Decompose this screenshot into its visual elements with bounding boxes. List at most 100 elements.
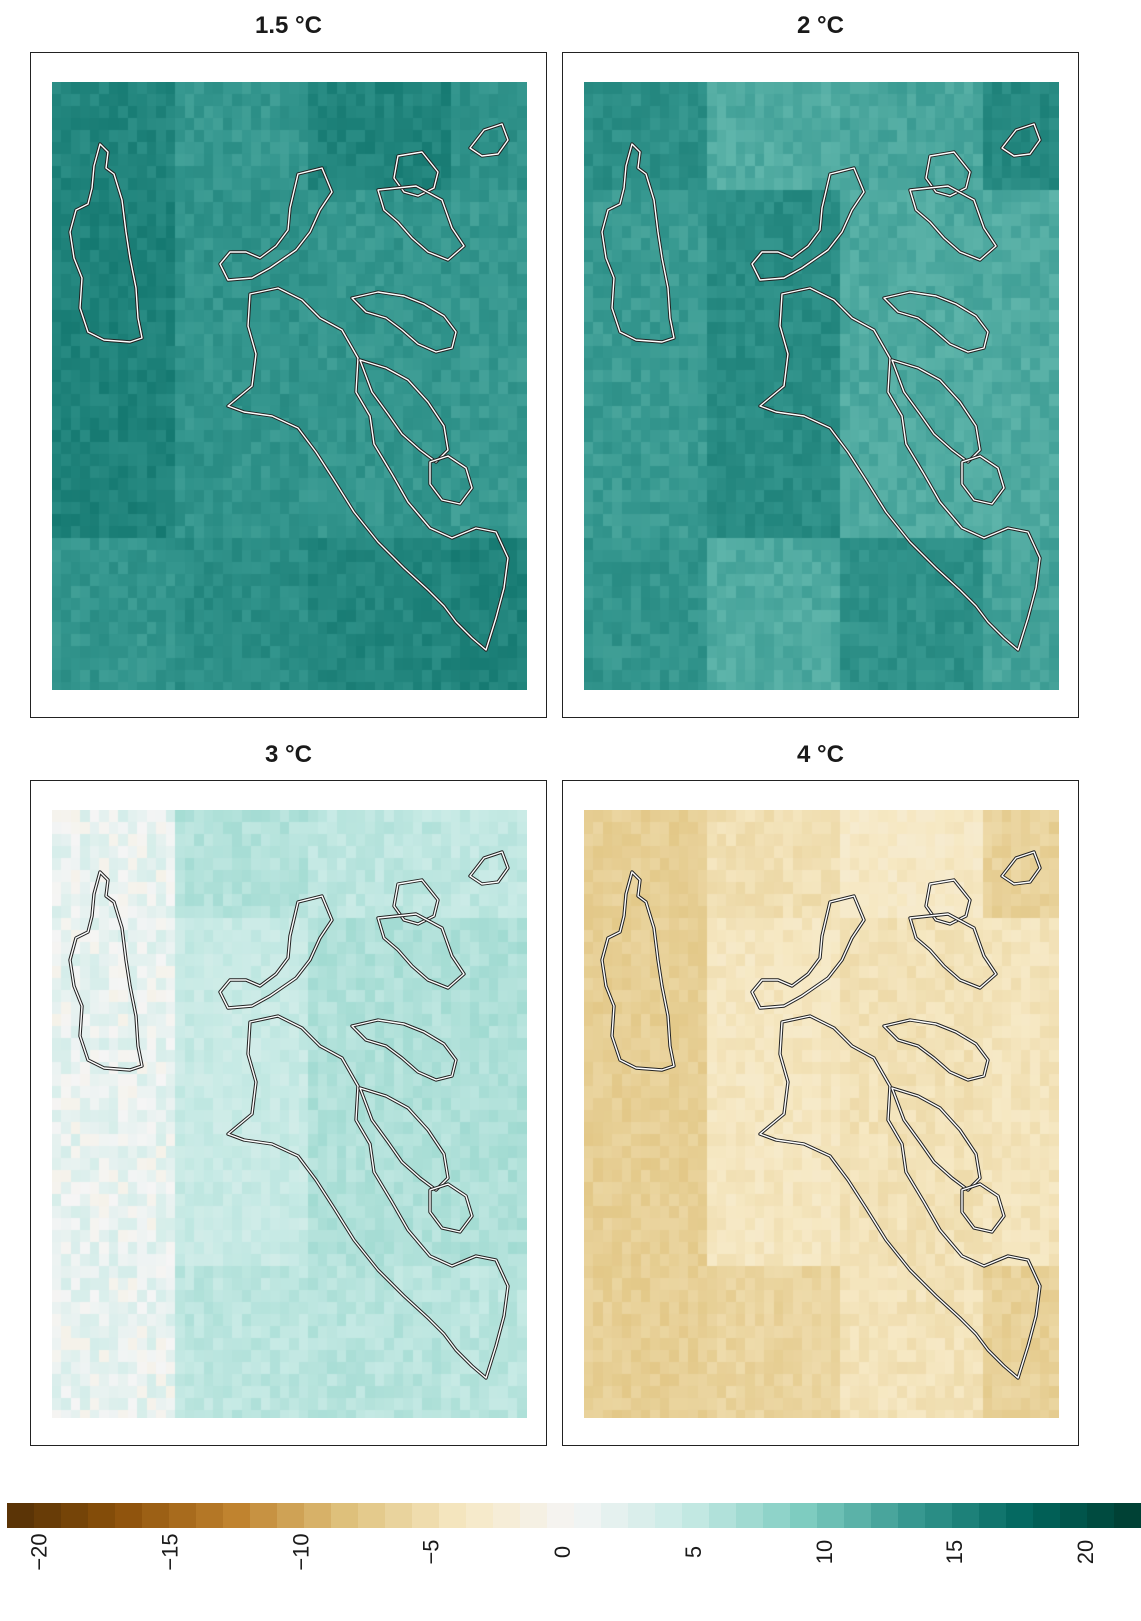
colorbar-swatch xyxy=(277,1503,305,1528)
colorbar-swatch xyxy=(304,1503,332,1528)
coastline-path xyxy=(350,290,458,354)
raster-grid xyxy=(52,82,527,690)
coastline-path-highlight xyxy=(1001,123,1041,157)
coastline-path-highlight xyxy=(227,287,509,651)
colorbar-swatch xyxy=(493,1503,521,1528)
coastline-path-highlight xyxy=(359,1087,449,1191)
coastline-path xyxy=(350,1018,458,1082)
colorbar-swatch xyxy=(898,1503,926,1528)
coastline-outline xyxy=(68,122,510,652)
raster-map xyxy=(52,810,527,1418)
coastline-path-highlight xyxy=(751,895,865,1009)
coastline-path-highlight xyxy=(961,1183,1005,1233)
map-panel-1 xyxy=(30,52,547,718)
panel-title-4: 4 °C xyxy=(797,741,844,768)
map-panel-3 xyxy=(30,780,547,1446)
colorbar-swatch xyxy=(574,1503,602,1528)
colorbar-swatch xyxy=(655,1503,683,1528)
coastline-path-highlight xyxy=(469,851,509,885)
colorbar-swatch xyxy=(1060,1503,1088,1528)
coastline-path xyxy=(908,912,998,990)
colorbar-swatch xyxy=(7,1503,35,1528)
coastline-path-highlight xyxy=(219,895,333,1009)
coastline-path-highlight xyxy=(351,291,457,353)
colorbar-swatch xyxy=(169,1503,197,1528)
colorbar-swatch xyxy=(223,1503,251,1528)
colorbar-tick-label: −15 xyxy=(157,1533,183,1571)
colorbar-swatch xyxy=(709,1503,737,1528)
coastline-path-highlight xyxy=(909,185,997,261)
colorbar-tick-label: −5 xyxy=(419,1539,444,1565)
coastline-path xyxy=(376,912,466,990)
coastline-path-highlight xyxy=(69,871,143,1071)
colorbar-tick-label: 10 xyxy=(811,1539,837,1565)
coastline-path-highlight xyxy=(377,185,465,261)
coastline-path xyxy=(376,184,466,262)
raster-map xyxy=(52,82,527,690)
coastline-path-highlight xyxy=(601,143,675,343)
colorbar-swatch xyxy=(358,1503,386,1528)
colorbar-swatch xyxy=(682,1503,710,1528)
colorbar-swatch xyxy=(385,1503,413,1528)
colorbar-swatch xyxy=(115,1503,143,1528)
coastline-outline xyxy=(68,850,510,1380)
colorbar-swatch xyxy=(925,1503,953,1528)
coastline-path-highlight xyxy=(359,359,449,463)
coastline-path-highlight xyxy=(601,871,675,1071)
coastline-path-highlight xyxy=(377,913,465,989)
raster-grid xyxy=(584,810,1059,1418)
colorbar-swatch xyxy=(34,1503,62,1528)
panel-title-1: 1.5 °C xyxy=(255,12,322,39)
colorbar-swatch xyxy=(1033,1503,1061,1528)
coastline-path-highlight xyxy=(227,1015,509,1379)
coastline-path-highlight xyxy=(883,1019,989,1081)
raster-map xyxy=(584,82,1059,690)
colorbar-tick-label: 15 xyxy=(941,1539,967,1565)
coastline-path-highlight xyxy=(429,1183,473,1233)
coastline-path-highlight xyxy=(891,359,981,463)
coastline-path-highlight xyxy=(891,1087,981,1191)
colorbar-tick-label: 5 xyxy=(681,1545,706,1559)
coastline-path-highlight xyxy=(429,455,473,505)
colorbar-swatch xyxy=(439,1503,467,1528)
raster-map xyxy=(584,810,1059,1418)
colorbar xyxy=(7,1503,1141,1528)
colorbar-swatch xyxy=(331,1503,359,1528)
colorbar-swatch xyxy=(547,1503,575,1528)
colorbar-swatch xyxy=(61,1503,89,1528)
colorbar-swatch xyxy=(250,1503,278,1528)
colorbar-swatch xyxy=(1087,1503,1115,1528)
coastline-path xyxy=(908,184,998,262)
panel-title-3: 3 °C xyxy=(265,741,312,768)
coastline-path-highlight xyxy=(351,1019,457,1081)
coastline-path-highlight xyxy=(883,291,989,353)
colorbar-swatch xyxy=(520,1503,548,1528)
colorbar-swatch xyxy=(736,1503,764,1528)
panel-title-2: 2 °C xyxy=(797,12,844,39)
coastline-path-highlight xyxy=(751,167,865,281)
coastline-path-highlight xyxy=(961,455,1005,505)
colorbar-swatch xyxy=(1114,1503,1141,1528)
coastline-path-highlight xyxy=(759,1015,1041,1379)
coastline-path-highlight xyxy=(1001,851,1041,885)
colorbar-swatch xyxy=(142,1503,170,1528)
colorbar-swatch xyxy=(763,1503,791,1528)
colorbar-tick-label: −20 xyxy=(26,1533,52,1571)
coastline-path-highlight xyxy=(469,123,509,157)
colorbar-swatch xyxy=(466,1503,494,1528)
colorbar-swatch xyxy=(844,1503,872,1528)
colorbar-tick-label: 20 xyxy=(1072,1539,1098,1565)
coastline-path-highlight xyxy=(909,913,997,989)
colorbar-tick-label: 0 xyxy=(550,1545,575,1559)
colorbar-swatch xyxy=(871,1503,899,1528)
colorbar-swatch xyxy=(952,1503,980,1528)
colorbar-swatch xyxy=(196,1503,224,1528)
coastline-path xyxy=(882,1018,990,1082)
map-panel-2 xyxy=(562,52,1079,718)
coastline-outline xyxy=(600,122,1042,652)
coastline-path-highlight xyxy=(219,167,333,281)
colorbar-swatch xyxy=(979,1503,1007,1528)
map-panel-4 xyxy=(562,780,1079,1446)
colorbar-swatch xyxy=(817,1503,845,1528)
colorbar-swatch xyxy=(412,1503,440,1528)
